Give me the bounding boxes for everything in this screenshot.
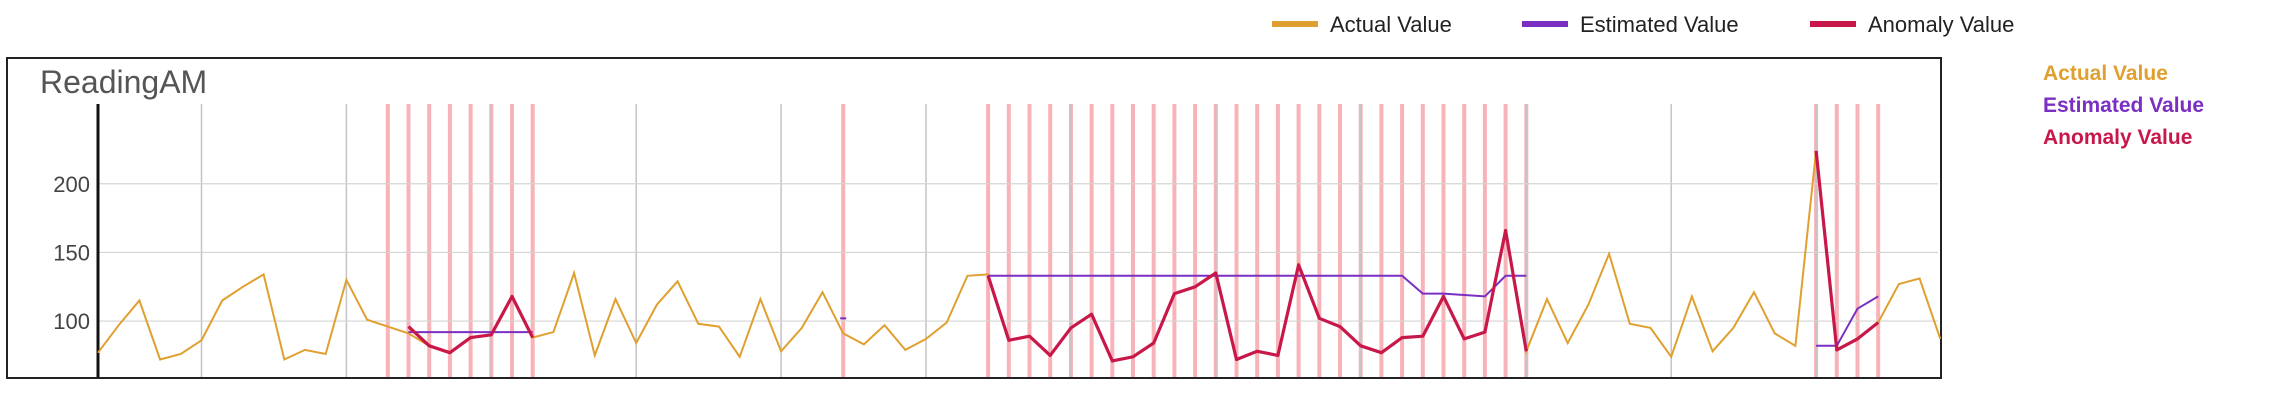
anomaly-value-line xyxy=(986,228,1528,363)
y-tick-label: 100 xyxy=(53,309,90,334)
series-estimated-value xyxy=(408,274,1879,347)
anomaly-band xyxy=(1048,104,1053,377)
side-legend-estimated: Estimated Value xyxy=(2043,94,2205,117)
horizontal-gridlines xyxy=(98,183,1938,322)
side-legend-actual: Actual Value xyxy=(2043,62,2168,85)
anomaly-band xyxy=(447,104,452,377)
estimated-value-line xyxy=(1816,295,1879,347)
legend-estimated-label: Estimated Value xyxy=(1580,12,1739,37)
anomaly-band xyxy=(1006,104,1011,377)
anomaly-band xyxy=(1462,104,1467,377)
anomaly-band xyxy=(1089,104,1094,377)
anomaly-band xyxy=(1441,104,1446,377)
anomaly-band xyxy=(1834,104,1839,377)
anomaly-band xyxy=(1338,104,1342,377)
side-legend: Actual Value Estimated Value Anomaly Val… xyxy=(2043,58,2204,154)
side-legend-anomaly: Anomaly Value xyxy=(2043,126,2193,149)
anomaly-band xyxy=(468,104,473,377)
anomaly-band xyxy=(1234,104,1239,377)
series-anomaly-value xyxy=(407,150,1880,363)
series-actual-value xyxy=(97,150,1942,363)
anomaly-band xyxy=(1027,104,1032,377)
anomaly-band xyxy=(385,104,390,377)
anomaly-band xyxy=(1193,104,1198,377)
vertical-gridlines xyxy=(200,104,1817,377)
anomaly-band xyxy=(1255,104,1260,377)
y-tick-label: 200 xyxy=(53,172,90,197)
anomaly-band xyxy=(1296,104,1301,377)
anomaly-band xyxy=(1379,104,1384,377)
chart-title: ReadingAM xyxy=(40,64,207,100)
top-legend: Actual Value Estimated Value Anomaly Val… xyxy=(1272,12,2014,37)
anomaly-band xyxy=(1131,104,1135,377)
anomaly-band xyxy=(986,104,991,377)
anomaly-band xyxy=(510,104,514,377)
anomaly-band xyxy=(1855,104,1860,377)
actual-value-line xyxy=(97,150,1942,363)
y-tick-label: 150 xyxy=(53,240,90,265)
anomaly-band xyxy=(1876,104,1881,377)
anomaly-band xyxy=(1172,104,1177,377)
anomaly-band xyxy=(1317,104,1322,377)
anomaly-band xyxy=(841,104,846,377)
chart-panel-frame xyxy=(6,57,1942,379)
y-axis: 100 150 200 xyxy=(53,104,100,377)
anomaly-band xyxy=(1110,104,1115,377)
legend-anomaly-label: Anomaly Value xyxy=(1868,12,2014,37)
anomaly-band xyxy=(1275,104,1280,377)
estimated-value-line xyxy=(988,274,1527,298)
anomaly-band xyxy=(1400,104,1405,377)
legend-actual-label: Actual Value xyxy=(1330,12,1452,37)
anomaly-value-line xyxy=(1814,150,1880,352)
anomaly-band xyxy=(530,104,535,377)
anomaly-band xyxy=(427,104,432,377)
anomaly-band xyxy=(1151,104,1156,377)
anomaly-band xyxy=(1482,104,1487,377)
anomaly-band xyxy=(1420,104,1425,377)
anomaly-band xyxy=(406,104,411,377)
anomaly-value-line xyxy=(407,294,535,355)
anomaly-band xyxy=(1503,104,1508,377)
